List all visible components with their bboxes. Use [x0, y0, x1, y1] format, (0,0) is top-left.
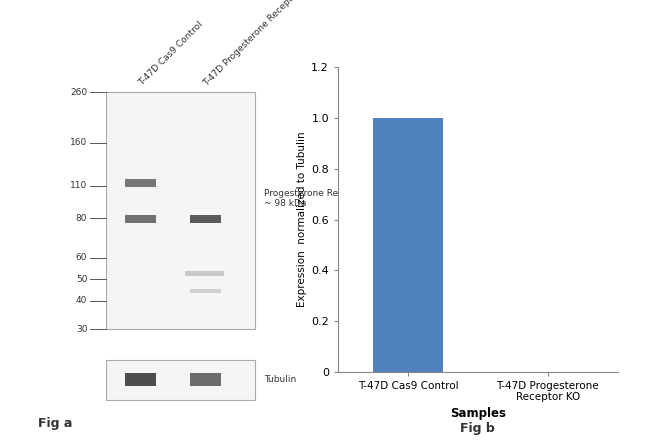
Bar [185, 271, 224, 276]
Text: 30: 30 [76, 325, 87, 334]
Text: 50: 50 [76, 275, 87, 284]
Text: Fig a: Fig a [38, 418, 72, 431]
X-axis label: Samples: Samples [450, 407, 506, 420]
Bar [373, 118, 443, 372]
Bar [190, 215, 221, 223]
Bar [125, 373, 155, 387]
Bar [125, 215, 155, 223]
Text: 40: 40 [76, 296, 87, 305]
Text: Fig b: Fig b [460, 422, 495, 435]
Text: 60: 60 [76, 253, 87, 262]
Y-axis label: Expression  normalized to Tubulin: Expression normalized to Tubulin [297, 132, 307, 307]
Text: 110: 110 [70, 181, 87, 190]
Text: T-47D Cas9 Control: T-47D Cas9 Control [137, 20, 205, 88]
Bar [106, 92, 255, 329]
Text: Tubulin: Tubulin [265, 375, 296, 384]
Bar [106, 360, 255, 400]
Bar [125, 180, 155, 187]
Bar [190, 289, 221, 293]
Bar [190, 373, 221, 387]
Text: Progesterone Receptor
~ 98 kDa: Progesterone Receptor ~ 98 kDa [265, 189, 368, 208]
Text: 260: 260 [70, 88, 87, 97]
Text: 160: 160 [70, 138, 87, 147]
Text: 80: 80 [76, 214, 87, 223]
Text: T-47D Progesterone Receptor KO: T-47D Progesterone Receptor KO [202, 0, 313, 88]
